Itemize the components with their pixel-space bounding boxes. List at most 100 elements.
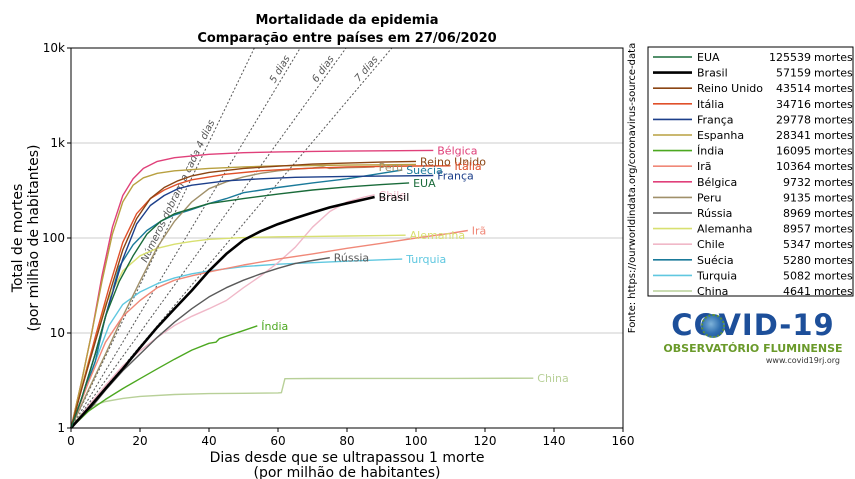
end-label-peru: Peru	[379, 161, 404, 174]
end-label-brasil: Brasil	[379, 191, 410, 204]
legend-unit: mortes	[814, 285, 853, 298]
series-line-india	[70, 325, 258, 429]
guide-label-6-days: 6 dias	[310, 54, 337, 85]
covid19-logo: COVID-19 OBSERVATÓRIO FLUMINENSE www.cov…	[662, 308, 844, 370]
legend-unit: mortes	[814, 176, 853, 189]
y-axis-ticks: 1 10 100 1k 10k	[42, 41, 71, 435]
end-label-franca: França	[437, 169, 474, 182]
guide-line-5-days	[70, 47, 301, 429]
series-line-alemanha	[70, 234, 406, 429]
end-label-eua: EUA	[413, 177, 436, 190]
legend-name-ira: Irã	[697, 160, 712, 173]
legend-unit: mortes	[814, 145, 853, 158]
legend-unit: mortes	[814, 160, 853, 173]
x-axis-label-line1: Dias desde que se ultrapassou 1 morte	[210, 450, 485, 466]
series-line-peru	[70, 166, 375, 429]
end-label-india: Índia	[261, 320, 288, 333]
legend-count-turquia: 5082	[783, 269, 811, 282]
legend-count-franca: 29778	[776, 113, 811, 126]
virus-icon	[701, 314, 725, 338]
legend-unit: mortes	[814, 207, 853, 220]
legend-name-italia: Itália	[697, 98, 724, 111]
legend-unit: mortes	[814, 129, 853, 142]
logo-subtitle: OBSERVATÓRIO FLUMINENSE	[663, 342, 843, 355]
y-tick-label: 1k	[50, 136, 65, 150]
legend-name-franca: França	[697, 113, 734, 126]
chart-title-line1: Mortalidade da epidemia	[256, 13, 439, 28]
x-tick-label: 40	[201, 434, 216, 448]
legend-name-india: Índia	[697, 145, 724, 158]
legend-count-china: 4641	[783, 285, 811, 298]
legend-unit: mortes	[814, 254, 853, 267]
legend-name-reino-unido: Reino Unido	[697, 82, 763, 95]
legend-name-suecia: Suécia	[697, 254, 734, 267]
end-label-alemanha: Alemanha	[410, 229, 466, 242]
end-label-belgica: Bélgica	[437, 144, 477, 157]
legend-unit: mortes	[814, 51, 853, 64]
x-tick-label: 140	[543, 434, 566, 448]
legend-count-espanha: 28341	[776, 129, 811, 142]
legend-name-eua: EUA	[697, 51, 720, 64]
legend-unit: mortes	[814, 191, 853, 204]
series-line-turquia	[70, 258, 403, 429]
legend-name-peru: Peru	[697, 191, 722, 204]
y-axis-label-line2: (por milhão de habitantes)	[26, 145, 42, 332]
legend-unit: mortes	[814, 98, 853, 111]
x-tick-label: 0	[67, 434, 75, 448]
end-label-russia: Rússia	[334, 252, 369, 265]
series-line-belgica	[70, 149, 434, 429]
logo-url: www.covid19rj.org	[765, 356, 840, 365]
legend-name-china: China	[697, 285, 728, 298]
legend-name-turquia: Turquia	[696, 269, 737, 282]
legend-count-chile: 5347	[783, 238, 811, 251]
legend-unit: mortes	[814, 67, 853, 80]
logo-title: COVID-19	[671, 308, 835, 342]
legend-count-alemanha: 8957	[783, 223, 811, 236]
end-label-chile: Chile	[379, 189, 407, 202]
legend-name-brasil: Brasil	[697, 67, 728, 80]
end-label-suecia: Suécia	[406, 164, 443, 177]
x-axis-ticks: 0 20 40 60 80 100 120 140 160	[67, 428, 634, 448]
end-label-italia: Itália	[455, 160, 482, 173]
legend-unit: mortes	[814, 238, 853, 251]
legend-count-italia: 34716	[776, 98, 811, 111]
legend-name-belgica: Bélgica	[697, 176, 737, 189]
series-line-eua	[70, 182, 410, 429]
x-tick-label: 100	[405, 434, 428, 448]
legend-unit: mortes	[814, 269, 853, 282]
legend-unit: mortes	[814, 223, 853, 236]
legend-name-russia: Rússia	[697, 207, 732, 220]
legend-count-eua: 125539	[769, 51, 811, 64]
series-line-china	[70, 377, 534, 429]
y-tick-label: 10	[50, 326, 65, 340]
end-label-china: China	[537, 372, 568, 385]
legend-count-suecia: 5280	[783, 254, 811, 267]
legend-count-belgica: 9732	[783, 176, 811, 189]
x-tick-label: 80	[339, 434, 354, 448]
legend-count-russia: 8969	[783, 207, 811, 220]
series-line-reino-unido	[70, 160, 417, 429]
series-lines	[70, 149, 534, 429]
y-axis-label-line1: Total de mortes	[10, 184, 26, 293]
end-label-turquia: Turquia	[405, 253, 446, 266]
legend-count-reino-unido: 43514	[776, 82, 811, 95]
y-tick-label: 100	[42, 231, 65, 245]
legend-name-espanha: Espanha	[697, 129, 744, 142]
chart-title-line2: Comparação entre países em 27/06/2020	[197, 31, 496, 46]
guide-label-7-days: 7 dias	[353, 54, 381, 84]
y-tick-label: 10k	[43, 41, 65, 55]
x-tick-label: 60	[270, 434, 285, 448]
x-tick-label: 20	[132, 434, 147, 448]
end-label-ira: Irã	[472, 224, 487, 237]
source-text: Fonte: https://ourworldindata.org/corona…	[627, 43, 638, 333]
legend-name-alemanha: Alemanha	[697, 223, 753, 236]
x-axis-label-line2: (por milhão de habitantes)	[254, 465, 441, 479]
legend-count-ira: 10364	[776, 160, 811, 173]
series-line-italia	[70, 165, 451, 429]
series-line-espanha	[70, 163, 417, 429]
legend-count-brasil: 57159	[776, 67, 811, 80]
legend-name-chile: Chile	[697, 238, 725, 251]
